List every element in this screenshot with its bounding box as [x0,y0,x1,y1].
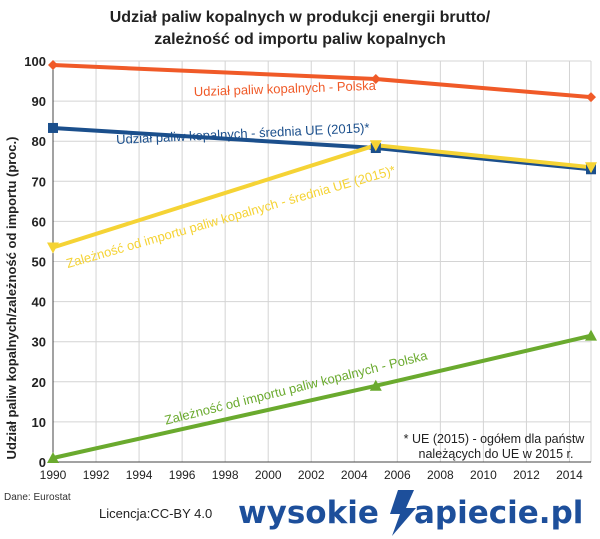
x-tick-label-2002: 2002 [298,468,325,482]
x-tick-label-2008: 2008 [427,468,454,482]
y-tick-label-0: 0 [39,455,46,470]
x-tick-label-2014: 2014 [556,468,583,482]
lightning-bolt-icon [390,490,416,536]
y-axis-label: Udział paliw kopalnych/zależność od impo… [4,137,19,460]
x-tick-label-1998: 1998 [212,468,239,482]
x-tick-label-1990: 1990 [40,468,67,482]
logo-text-part-2: apiecie.pl [414,495,583,531]
footnote-line-2: należących do UE w 2015 r. [419,447,574,461]
x-tick-label-1992: 1992 [83,468,110,482]
y-tick-label-40: 40 [32,295,46,310]
y-tick-label-90: 90 [32,94,46,109]
y-tick-label-80: 80 [32,134,46,149]
y-tick-label-10: 10 [32,415,46,430]
y-tick-label-60: 60 [32,214,46,229]
chart-title-line-1: Udział paliw kopalnych w produkcji energ… [110,9,491,26]
x-tick-label-2010: 2010 [470,468,497,482]
series-label-polska-udzial: Udział paliw kopalnych - Polska [194,78,377,99]
series-2-marker-1990 [47,242,59,254]
x-tick-label-1996: 1996 [169,468,196,482]
series-2-marker-2015 [585,162,597,174]
x-tick-label-2000: 2000 [255,468,282,482]
x-tick-label-2006: 2006 [384,468,411,482]
series-0-marker-1990 [48,60,58,71]
series-2-marker-2005 [369,140,382,152]
series-label-ue-zaleznosc: Zależność od importu paliw kopalnych - ś… [64,162,397,271]
series-3-marker-1990 [47,451,59,463]
series-markers [47,60,597,463]
series-0-marker-2015 [586,92,596,103]
series-label-ue-udzial: Udział paliw kopalnych - średnia UE (201… [116,120,370,147]
series-1-marker-1990 [48,122,58,133]
x-tick-label-2004: 2004 [341,468,368,482]
y-tick-label-50: 50 [32,255,46,270]
site-logo: wysokie apiecie.pl [238,490,583,536]
y-tick-label-20: 20 [32,375,46,390]
data-source: Dane: Eurostat [4,492,71,503]
series-3-marker-2015 [585,329,597,341]
axis-ticks: 0 10 20 30 40 50 60 70 80 90 100 1990 1992 1994 1996 19… [24,54,583,482]
series-0-marker-2005 [370,74,381,85]
series-label-polska-zaleznosc: Zależność od importu paliw kopalnych - P… [163,347,430,427]
logo-text-part-1: wysokie [238,495,379,531]
chart-title-line-2: zależność od importu paliw kopalnych [154,31,446,48]
grid [52,60,592,463]
y-tick-label-70: 70 [32,174,46,189]
footnote-line-1: * UE (2015) - ogółem dla państw [404,432,586,446]
license-text: Licencja:CC-BY 4.0 [99,506,212,521]
y-tick-label-30: 30 [32,335,46,350]
x-tick-label-1994: 1994 [126,468,153,482]
x-tick-label-2012: 2012 [513,468,540,482]
series-3-marker-2005 [369,379,382,391]
y-tick-label-100: 100 [24,54,46,69]
